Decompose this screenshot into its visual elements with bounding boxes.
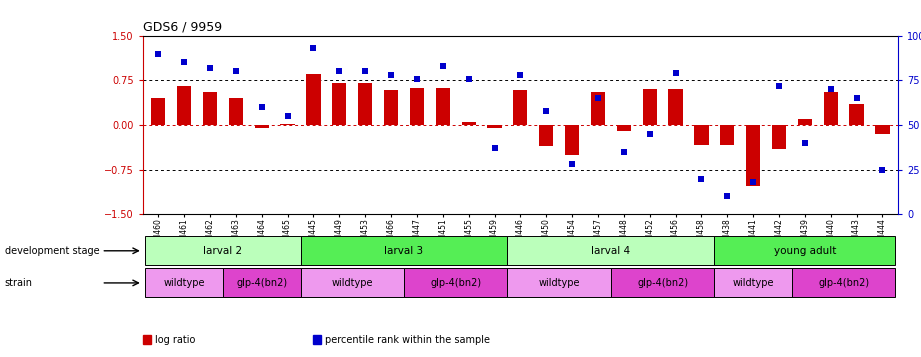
Bar [146, 236, 300, 265]
Bar [254, 125, 269, 128]
Bar [307, 74, 321, 125]
Bar [694, 125, 708, 145]
Text: GDS6 / 9959: GDS6 / 9959 [143, 20, 222, 33]
Bar [715, 236, 895, 265]
Bar [203, 92, 217, 125]
Bar [507, 268, 611, 297]
Bar [358, 83, 372, 125]
Bar [643, 89, 657, 125]
Text: wildtype: wildtype [332, 278, 373, 288]
Bar [591, 92, 605, 125]
Text: glp-4(bn2): glp-4(bn2) [818, 278, 869, 288]
Text: glp-4(bn2): glp-4(bn2) [430, 278, 482, 288]
Bar [792, 268, 895, 297]
Bar [565, 125, 579, 155]
Text: larval 2: larval 2 [204, 246, 242, 256]
Bar [404, 268, 507, 297]
Bar [617, 125, 631, 131]
Bar [228, 98, 243, 125]
Text: strain: strain [5, 278, 32, 288]
Text: development stage: development stage [5, 246, 99, 256]
Bar [177, 86, 192, 125]
Text: young adult: young adult [774, 246, 836, 256]
Bar [300, 236, 507, 265]
Bar [151, 98, 166, 125]
Bar [798, 119, 812, 125]
Text: glp-4(bn2): glp-4(bn2) [637, 278, 688, 288]
Bar [849, 104, 864, 125]
Bar [146, 268, 223, 297]
Text: wildtype: wildtype [732, 278, 774, 288]
Bar [461, 122, 476, 125]
Text: glp-4(bn2): glp-4(bn2) [236, 278, 287, 288]
Bar [539, 125, 554, 146]
Bar [410, 88, 424, 125]
Bar [513, 90, 528, 125]
Bar [281, 124, 295, 125]
Bar [715, 268, 792, 297]
Bar [487, 125, 502, 128]
Bar [611, 268, 715, 297]
Bar [507, 236, 715, 265]
Text: larval 3: larval 3 [384, 246, 424, 256]
Text: wildtype: wildtype [539, 278, 580, 288]
Bar [300, 268, 404, 297]
Bar [332, 83, 346, 125]
Bar [223, 268, 300, 297]
Bar [823, 92, 838, 125]
Bar [436, 88, 449, 125]
Bar [669, 89, 682, 125]
Bar [875, 125, 890, 134]
Bar [772, 125, 787, 149]
Text: wildtype: wildtype [163, 278, 204, 288]
Bar [720, 125, 734, 145]
Text: percentile rank within the sample: percentile rank within the sample [325, 335, 490, 345]
Text: larval 4: larval 4 [591, 246, 631, 256]
Bar [384, 90, 398, 125]
Text: log ratio: log ratio [155, 335, 195, 345]
Bar [746, 125, 760, 186]
